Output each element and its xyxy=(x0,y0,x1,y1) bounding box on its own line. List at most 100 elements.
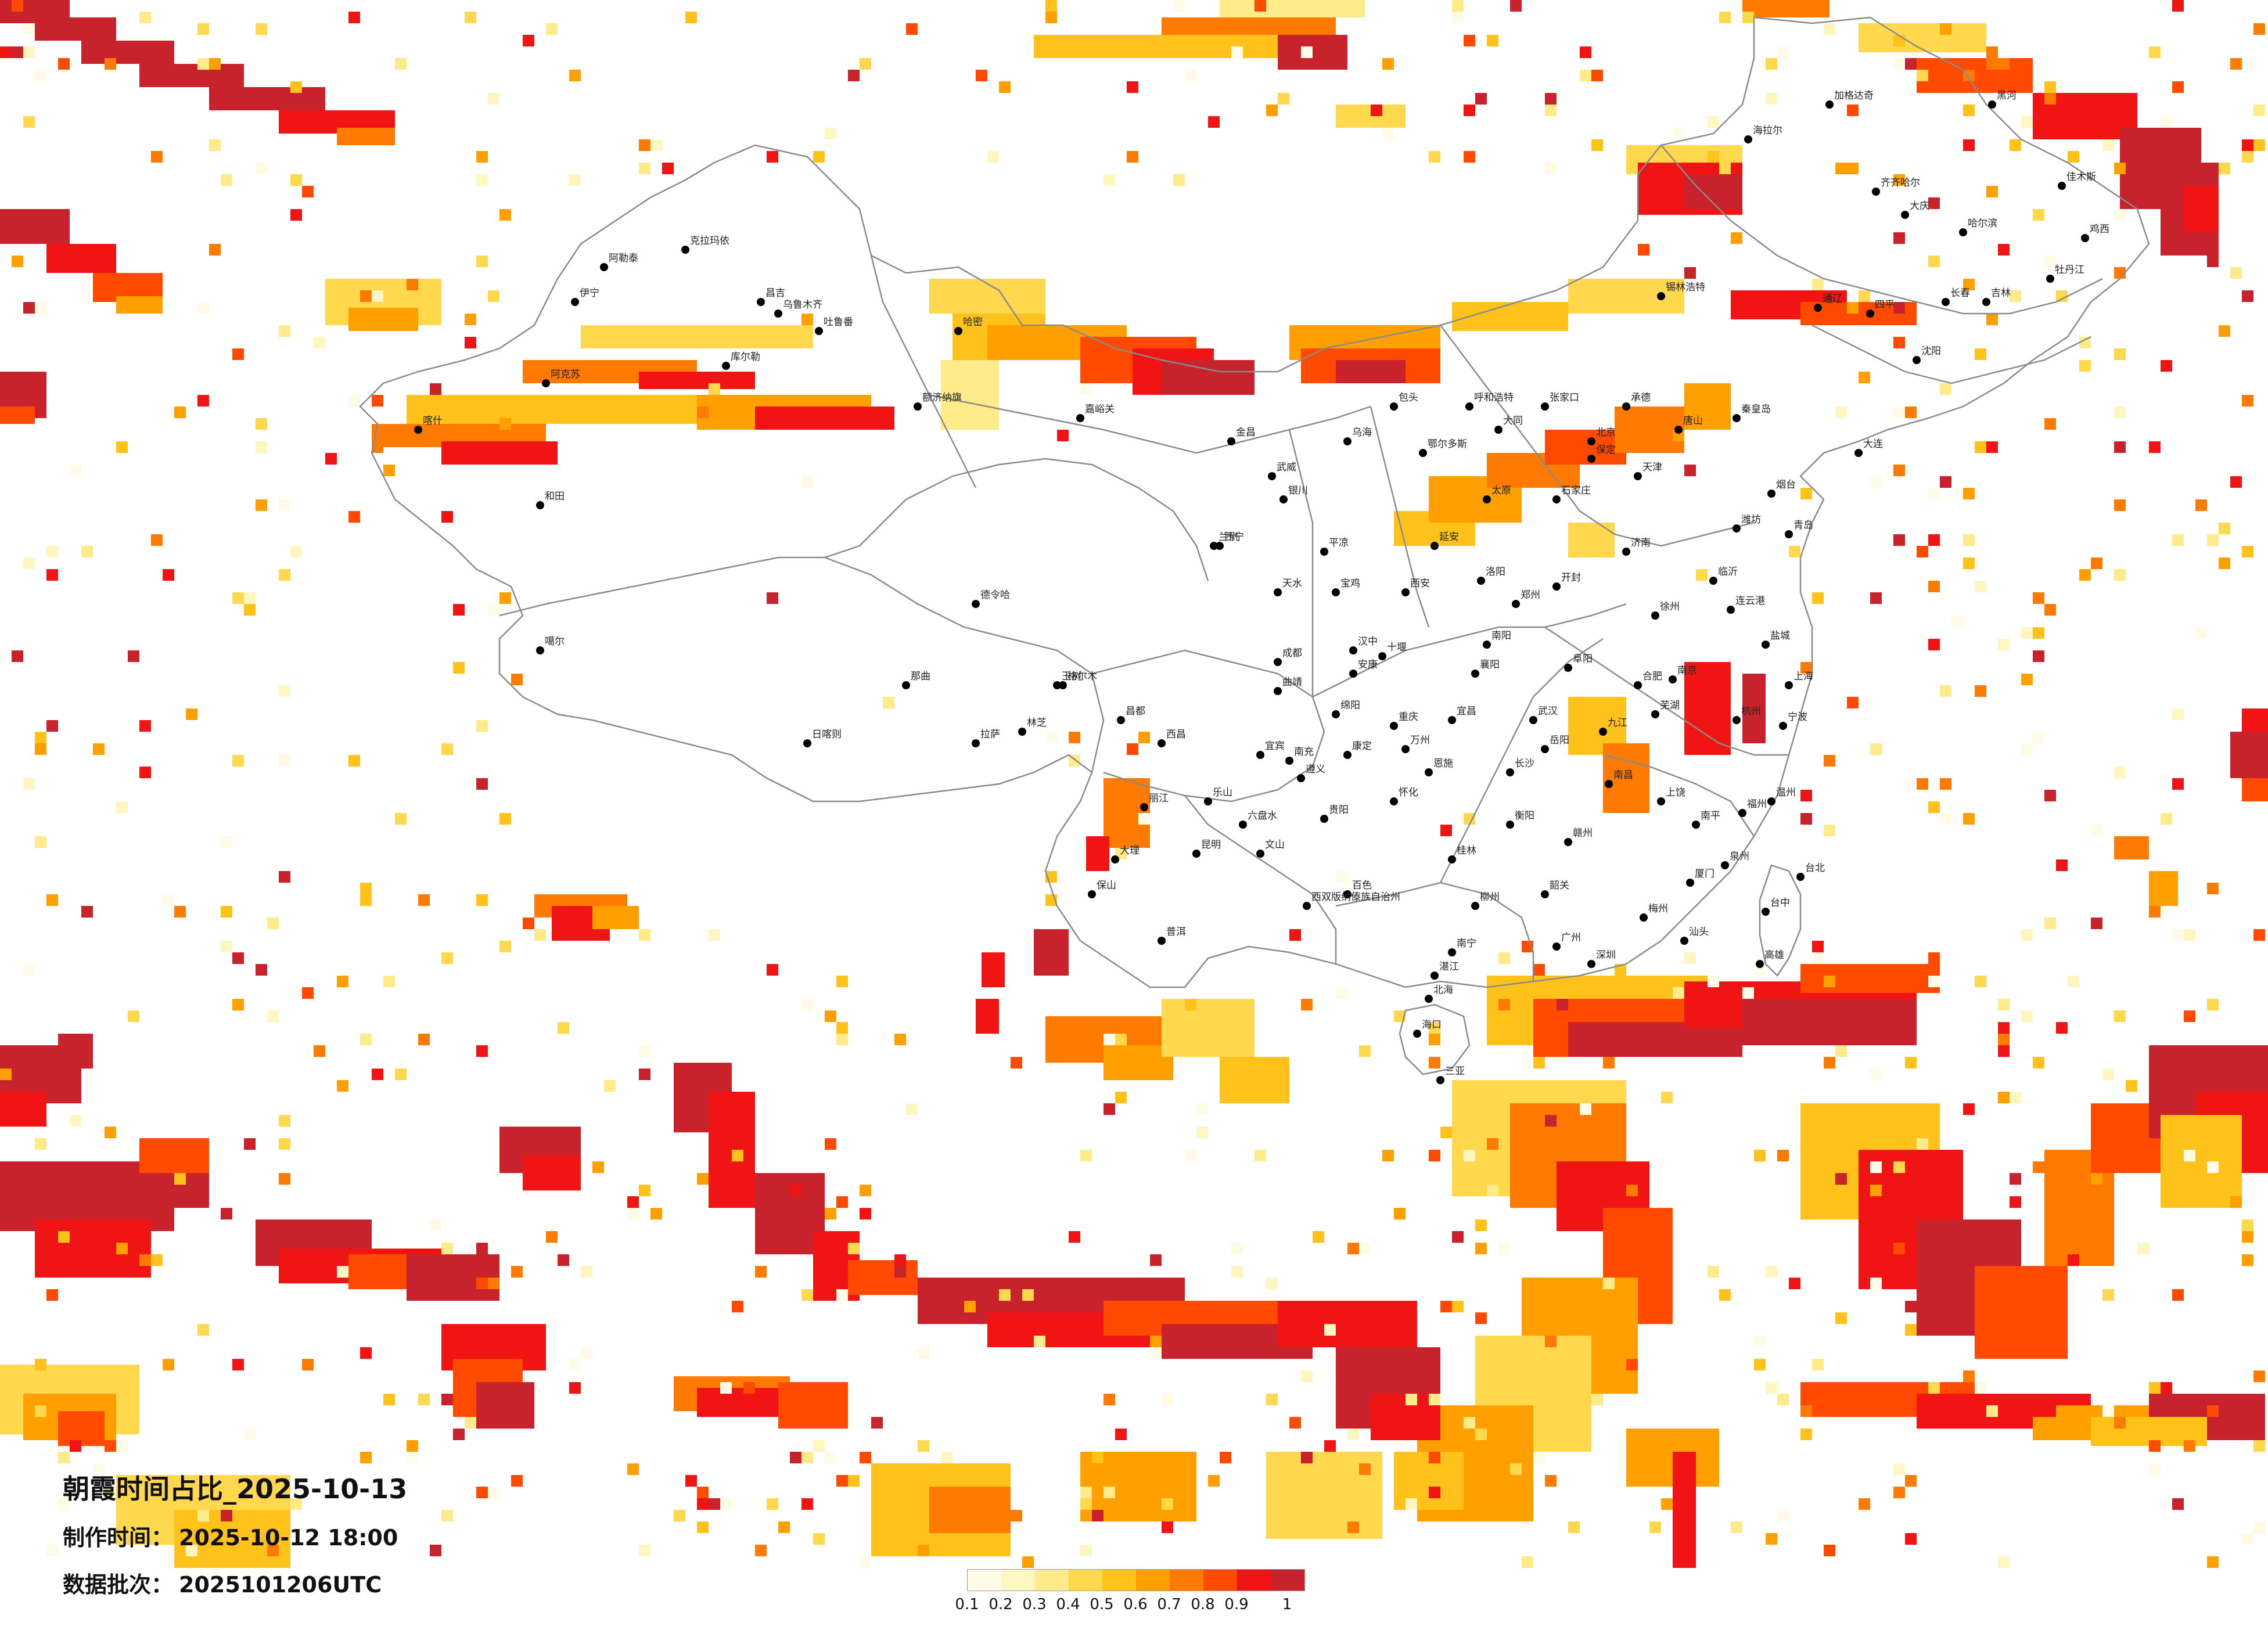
city-label: 天津 xyxy=(1642,462,1662,473)
glow-cell xyxy=(360,883,372,894)
city-dot xyxy=(1332,588,1340,596)
city-marker: 温州 xyxy=(1767,787,1796,805)
glow-cell xyxy=(476,1487,488,1498)
glow-cell xyxy=(383,976,395,987)
glow-cell xyxy=(174,406,186,418)
production-time-value: 2025-10-12 18:00 xyxy=(179,1525,398,1551)
glow-cell xyxy=(441,1243,453,1254)
glow-cell xyxy=(1545,1115,1557,1127)
city-marker: 佳木斯 xyxy=(2058,171,2096,190)
glow-cell xyxy=(2149,1382,2161,1394)
city-dot xyxy=(1471,902,1479,910)
glow-cell xyxy=(1080,1545,1092,1556)
glow-cell xyxy=(1870,592,1882,604)
city-marker: 天水 xyxy=(1274,578,1302,596)
glow-cell xyxy=(767,151,778,163)
city-dot xyxy=(1285,757,1293,765)
city-label: 林芝 xyxy=(1027,717,1047,729)
glow-cell xyxy=(221,836,232,848)
city-marker: 大庆 xyxy=(1901,200,1929,219)
glow-cell xyxy=(1998,1034,2010,1045)
city-dot xyxy=(1390,722,1398,730)
city-marker: 厦门 xyxy=(1686,868,1715,887)
city-marker: 长春 xyxy=(1942,287,1970,306)
glow-cell xyxy=(2242,395,2253,406)
glow-cell xyxy=(1092,1510,1104,1521)
city-label: 西宁 xyxy=(1224,531,1244,543)
glow-cell xyxy=(418,1034,430,1045)
glow-cell xyxy=(1800,964,1940,993)
city-label: 台中 xyxy=(1770,897,1790,909)
city-label: 洛阳 xyxy=(1486,566,1505,578)
city-dot xyxy=(1256,751,1264,759)
glow-cell xyxy=(197,1510,209,1521)
glow-cell xyxy=(2184,929,2195,941)
city-label: 乌海 xyxy=(1352,427,1372,438)
legend-colorbar xyxy=(967,1569,1305,1591)
city-dot xyxy=(1320,548,1328,556)
city-dot xyxy=(1483,495,1491,503)
glow-cell xyxy=(476,174,488,186)
glow-cell xyxy=(1835,1173,1847,1185)
city-marker: 上海 xyxy=(1785,671,1813,689)
glow-cell xyxy=(1266,1394,1278,1405)
glow-cell xyxy=(1963,1370,1975,1382)
glow-cell xyxy=(523,35,534,46)
city-marker: 那曲 xyxy=(902,671,930,689)
city-marker: 十堰 xyxy=(1378,642,1407,660)
city-dot xyxy=(1686,879,1694,887)
city-dot xyxy=(1448,716,1456,724)
city-label: 宁波 xyxy=(1788,711,1807,723)
glow-cell xyxy=(592,906,639,929)
glow-cell xyxy=(35,743,46,755)
glow-probability-layer xyxy=(0,0,2268,1568)
city-marker: 南平 xyxy=(1692,810,1720,829)
city-marker: 连云港 xyxy=(1727,595,1765,614)
glow-cell xyxy=(1963,139,1975,151)
city-label: 南昌 xyxy=(1613,769,1633,781)
city-dot xyxy=(1767,797,1775,805)
glow-cell xyxy=(2114,569,2126,581)
glow-cell xyxy=(1533,1057,1545,1069)
glow-cell xyxy=(1998,999,2010,1010)
city-dot xyxy=(600,263,608,271)
glow-cell xyxy=(1917,778,1928,790)
glow-cell xyxy=(1115,1034,1127,1045)
glow-cell xyxy=(581,325,813,348)
glow-cell xyxy=(1545,163,1557,174)
glow-cell xyxy=(1208,116,1220,128)
legend-swatch xyxy=(1069,1570,1102,1591)
glow-cell xyxy=(685,1475,697,1487)
glow-cell xyxy=(465,1417,476,1429)
glow-cell xyxy=(1812,952,1824,964)
glow-cell xyxy=(1045,0,1057,12)
city-label: 青岛 xyxy=(1793,520,1813,531)
glow-cell xyxy=(1464,1417,1475,1429)
city-dot xyxy=(1901,211,1909,219)
glow-cell xyxy=(256,163,267,174)
city-dot xyxy=(1430,542,1439,550)
glow-cell xyxy=(2010,1196,2021,1208)
glow-cell xyxy=(2068,976,2079,987)
glow-cell xyxy=(465,337,476,348)
glow-cell xyxy=(1835,1045,1847,1057)
glow-cell xyxy=(2091,825,2102,836)
city-label: 和田 xyxy=(545,491,565,502)
glow-cell xyxy=(476,1045,488,1057)
glow-cell xyxy=(290,546,302,557)
glow-cell xyxy=(279,1173,290,1185)
glow-cell xyxy=(2126,1080,2137,1092)
glow-cell xyxy=(35,1220,151,1278)
glow-cell xyxy=(1754,964,1766,976)
city-dot xyxy=(1552,942,1561,951)
glow-cell xyxy=(1475,1243,1487,1254)
glow-cell xyxy=(2219,523,2230,534)
glow-cell xyxy=(407,395,697,424)
glow-cell xyxy=(1859,23,1986,52)
glow-cell xyxy=(650,1208,662,1220)
glow-cell xyxy=(1731,1521,1742,1533)
legend-tick-label: 1 xyxy=(1282,1596,1292,1613)
glow-cell xyxy=(499,418,511,430)
city-label: 南宁 xyxy=(1457,938,1476,949)
glow-cell xyxy=(1893,465,1905,476)
